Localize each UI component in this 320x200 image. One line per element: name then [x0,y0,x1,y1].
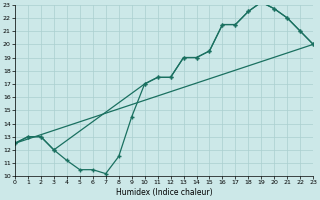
X-axis label: Humidex (Indice chaleur): Humidex (Indice chaleur) [116,188,212,197]
